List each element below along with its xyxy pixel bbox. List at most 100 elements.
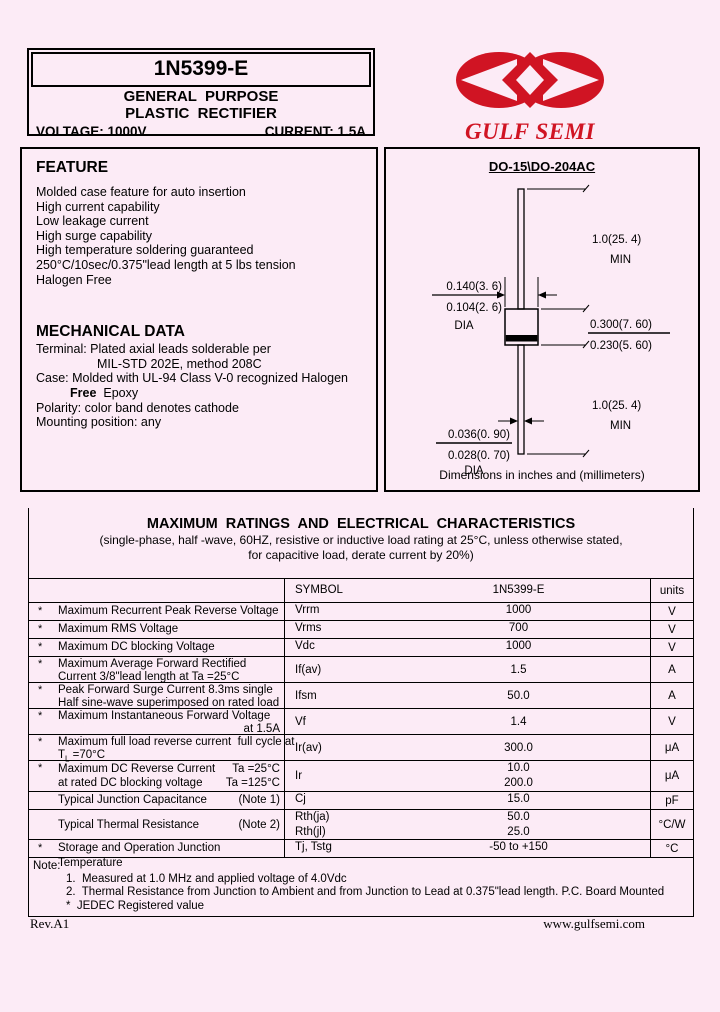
top-lead [517,188,525,310]
value: 15.0 [507,793,530,805]
dim-lead-length-top: 1.0(25. 4) [592,234,641,246]
unit: μA [650,761,693,791]
value-2: 200.0 [504,776,533,789]
brand-name: GULF SEMI [465,119,595,144]
mech-polarity: Polarity: color band denotes cathode [36,400,239,415]
table-row: Typical Thermal Resistance (Note 2) Rth(j… [29,810,693,840]
param-line2: at rated DC blocking voltage [58,776,203,789]
table-row: * Maximum DC blocking Voltage Vdc 1000 V [29,639,693,657]
value: 1.4 [510,715,527,728]
table-row: * Maximum RMS Voltage Vrms 700 V [29,621,693,639]
jedec-star: * [38,684,43,696]
value: 50.0 [507,689,530,702]
table-row: * Maximum Instantaneous Forward Voltage … [29,709,693,735]
table-row: Typical Junction Capacitance (Note 1) Cj 1… [29,792,693,810]
dim-body-length-max: 0.300(7. 60) [590,319,652,331]
feature-item: Halogen Free [36,272,112,287]
param-line2: TL =70°C [58,748,106,763]
symbol: Ifsm [295,689,317,702]
note-ref: (Note 2) [238,819,280,831]
dim-lead-dia-label: DIA [464,465,484,477]
table-header-row: SYMBOL 1N5399-E units [29,579,693,603]
symbol: If(av) [295,663,322,676]
param: Typical Thermal Resistance [58,819,200,831]
param: Maximum Recurrent Peak Reverse Voltage [58,605,279,617]
jedec-star: * [38,641,43,653]
param-line1: Peak Forward Surge Current 8.3ms single [58,684,273,696]
note-item-2: 2. Thermal Resistance from Junction to A… [66,886,665,899]
ratings-title: MAXIMUM RATINGS AND ELECTRICAL CHARACTER… [146,516,576,532]
unit: V [650,639,693,656]
param: Maximum DC blocking Voltage [58,641,215,653]
device-type-line2: PLASTIC RECTIFIER [125,105,277,122]
mech-case-free: Free [70,385,97,400]
dim-body-dia-label: DIA [454,320,474,332]
unit: A [650,657,693,682]
ratings-subtitle-2: for capacitive load, derate current by 2… [248,548,474,562]
col-part: 1N5399-E [492,584,545,596]
symbol: Vrms [295,622,322,634]
mechanical-heading: MECHANICAL DATA [36,323,185,341]
param-line1: Maximum DC Reverse Current [58,763,216,775]
jedec-star: * [38,842,43,854]
ratings-table: SYMBOL 1N5399-E units * Maximum Recurrent… [29,578,693,869]
param-line1: Maximum Average Forward Rectified [58,658,247,670]
value: 1.5 [510,663,527,676]
note-item-1: 1. Measured at 1.0 MHz and applied volta… [66,873,347,886]
table-row: * Peak Forward Surge Current 8.3ms singl… [29,683,693,709]
unit: V [650,621,693,638]
unit: A [650,683,693,708]
unit: V [650,709,693,734]
param-line2: Half sine-wave superimposed on rated loa… [58,696,280,709]
revision-label: Rev.A1 [30,916,70,931]
symbol: Cj [295,793,306,805]
col-units: units [650,579,693,602]
part-number: 1N5399-E [31,52,371,87]
value-2: 25.0 [507,825,530,838]
value: 1000 [505,640,532,652]
mech-case: Case: Molded with UL-94 Class V-0 recogn… [36,371,348,386]
param: Maximum RMS Voltage [58,623,179,635]
unit: μA [650,735,693,760]
param: Storage and Operation Junction Temperatu… [58,842,221,869]
website-link[interactable]: www.gulfsemi.com [543,916,645,931]
package-name: DO-15\DO-204AC [488,159,596,174]
param-line2: Current 3/8"lead length at Ta =25°C [58,670,240,683]
cathode-band [505,335,538,342]
feature-box: FEATURE Molded case feature for auto ins… [20,147,378,492]
jedec-star: * [38,710,43,722]
part-title-box: 1N5399-E GENERAL PURPOSE PLASTIC RECTIFI… [27,48,375,139]
mech-mounting: Mounting position: any [36,415,162,430]
dim-body-dia-min: 0.104(2. 6) [446,302,502,314]
unit: V [650,603,693,620]
feature-item: Molded case feature for auto insertion [36,185,246,199]
symbol: Vrrm [295,604,320,616]
table-row: * Maximum Recurrent Peak Reverse Voltage … [29,603,693,621]
unit: °C [650,840,693,857]
table-row: * Storage and Operation Junction Temperat… [29,840,693,869]
symbol: Ir(av) [295,741,322,754]
mechanical-data: Terminal: Plated axial leads solderable … [36,342,368,430]
dim-lead-length-bottom: 1.0(25. 4) [592,400,641,412]
jedec-star: * [38,762,43,774]
dimension-caption: Dimensions in inches and (millimeters) [439,468,645,482]
param: Typical Junction Capacitance [58,794,207,806]
feature-item: High temperature soldering guaranteed [36,243,254,258]
device-type-line1: GENERAL PURPOSE [123,88,279,105]
param-line1: Maximum Instantaneous Forward Voltage [58,710,271,722]
table-row: * Maximum full load reverse current full… [29,735,693,763]
dim-lead-length-bottom-min: MIN [610,420,631,432]
symbol: Vf [295,715,306,728]
mech-terminal: Terminal: Plated axial leads solderable … [36,342,271,357]
dim-body-dia-max: 0.140(3. 6) [446,281,502,293]
ratings-section: MAXIMUM RATINGS AND ELECTRICAL CHARACTER… [28,508,694,917]
package-drawing-box: DO-15\DO-204AC 1.0(25. 4) MIN 0.300(7. 6… [384,147,700,492]
dim-lead-dia-max: 0.036(0. 90) [448,429,510,441]
feature-list: Molded case feature for auto insertion H… [36,185,368,287]
col-symbol: SYMBOL [295,584,343,596]
symbol-1: Rth(ja) [295,811,330,823]
dim-body-length-min: 0.230(5. 60) [590,340,652,352]
feature-item: High current capability [36,199,160,214]
symbol: Vdc [295,640,315,652]
